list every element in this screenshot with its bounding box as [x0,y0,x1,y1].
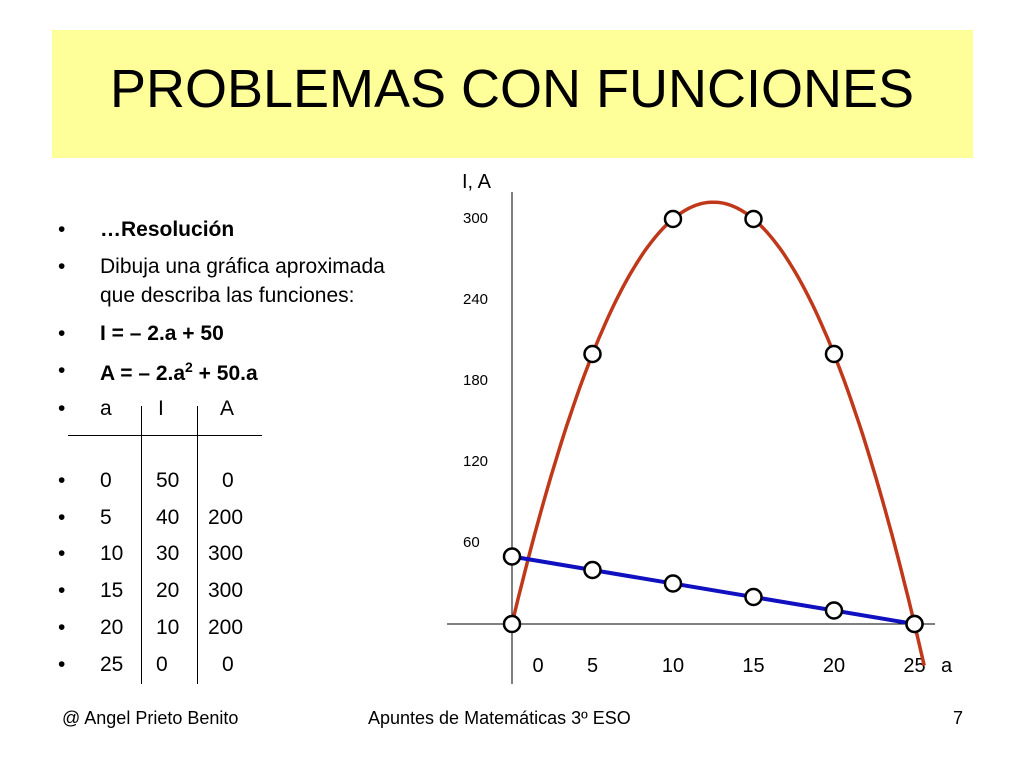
title-banner [52,30,973,158]
resolucion-label: …Resolución [100,218,235,241]
series-curves [510,200,926,666]
point-intensity [583,560,602,580]
x-tick-label: 25 [903,655,925,677]
point-intensity [824,601,844,620]
point-area [663,209,683,229]
instruction-line-1: Dibuja una gráfica aproximada [100,255,385,278]
series-points [502,209,924,634]
x-tick-label: 5 [587,655,598,677]
y-tick-label: 120 [463,453,488,470]
point-area [502,614,522,634]
footer-author: @ Angel Prieto Benito [62,708,239,728]
point-intensity [502,547,522,566]
x-tick-label: 20 [823,655,845,677]
point-area [824,344,844,364]
x-tick-label: 10 [662,655,684,677]
function-a: A = – 2.a2 + 50.a [100,359,258,385]
x-tick-label: 15 [742,655,764,677]
footer-page-number: 7 [953,708,964,728]
header-i: I [158,397,164,420]
point-intensity [905,614,924,634]
x-tick-label: 0 [532,655,543,677]
table-header-divider [68,435,262,436]
point-intensity [744,587,763,607]
footer-course: Apuntes de Matemáticas 3º ESO [368,708,631,728]
function-i: I = – 2.a + 50 [100,322,224,345]
table-column-divider [141,406,142,684]
point-area [583,344,602,364]
header-area: A [220,397,235,420]
y-tick-label: 300 [463,210,488,227]
point-intensity [663,574,683,593]
x-axis-label: a [941,655,953,677]
point-area [744,209,763,229]
y-tick-label: 240 [463,291,488,308]
x-tick-labels: 0 5 10 15 20 25 [532,655,925,677]
y-axis-label: I, A [462,171,492,193]
page-title: PROBLEMAS CON FUNCIONES [109,59,915,119]
y-tick-labels: 60 120 180 240 300 [463,210,488,551]
y-tick-label: 60 [463,534,480,551]
table-column-divider [197,406,198,684]
y-tick-label: 180 [463,372,488,389]
instruction-line-2: que describa las funciones: [100,284,355,307]
header-a: a [100,397,112,420]
series-line-intensity [511,554,915,626]
series-line-area [510,200,926,666]
